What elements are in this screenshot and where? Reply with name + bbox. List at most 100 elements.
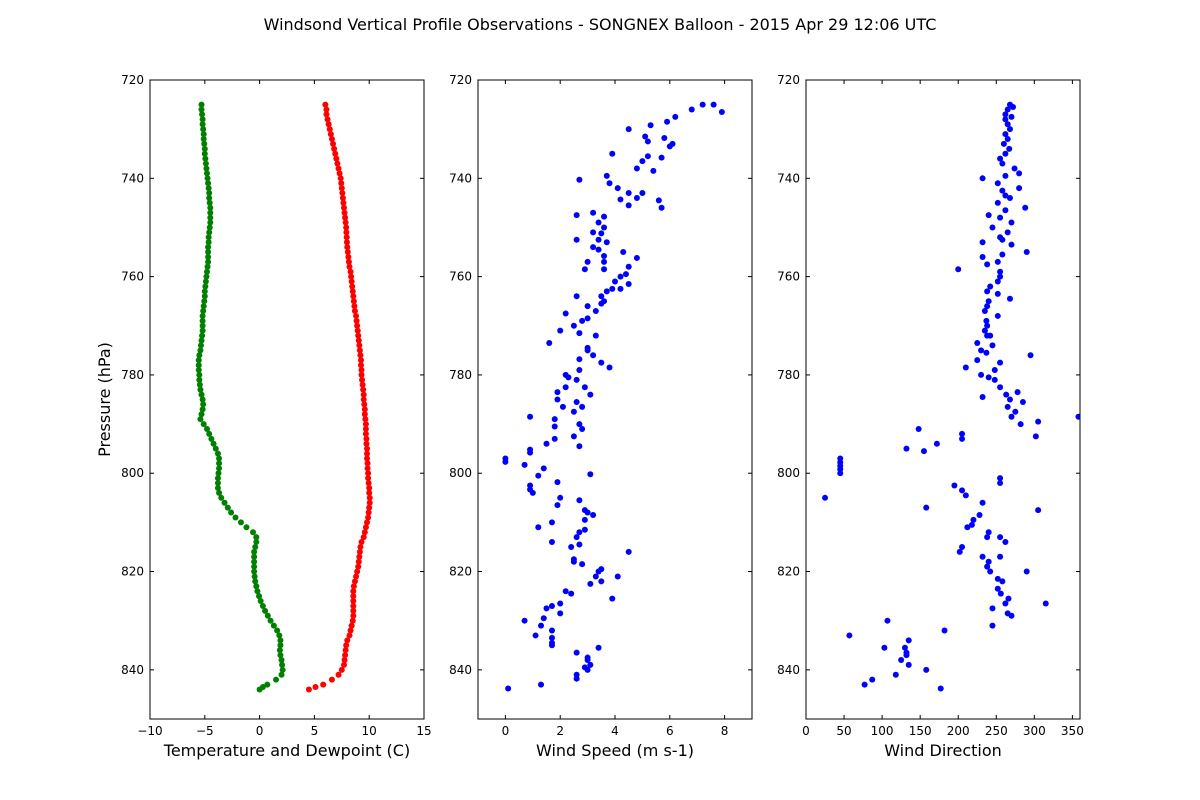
data-point [355,563,362,570]
series-0 [502,101,725,692]
data-point [253,583,260,590]
data-point [617,285,624,292]
data-point [565,374,572,381]
y-tick-label: 780 [777,368,800,382]
data-point [584,509,591,516]
data-point [606,364,613,371]
data-point [354,568,361,575]
data-point [1006,396,1013,403]
data-point [576,330,583,337]
data-point [199,406,206,413]
y-tick-label: 740 [777,171,800,185]
data-point [609,285,616,292]
data-point [199,327,206,334]
data-point [251,548,258,555]
data-point [603,239,610,246]
data-point [1004,403,1011,410]
data-point [1002,150,1009,157]
data-point [354,322,361,329]
data-point [326,126,333,133]
data-point [253,539,260,546]
data-point [1008,413,1015,420]
data-point [201,145,208,152]
data-point [576,176,583,183]
data-point [200,303,207,310]
data-point [366,504,373,511]
data-point [342,214,349,221]
data-point [344,249,351,256]
data-point [353,317,360,324]
data-point [603,172,610,179]
data-point [576,443,583,450]
data-point [196,376,203,383]
data-point [933,440,940,447]
data-point [989,342,996,349]
data-point [207,214,214,221]
data-point [199,312,206,319]
data-point [573,398,580,405]
x-tick-label: −5 [196,724,214,738]
data-point [603,288,610,295]
data-point [590,209,597,216]
y-tick-label: 760 [121,270,144,284]
data-point [923,504,930,511]
data-point [364,455,371,462]
data-point [978,347,985,354]
data-point [598,230,605,237]
data-point [200,131,207,138]
data-point [357,543,364,550]
data-point [1005,595,1012,602]
data-point [251,573,258,580]
data-point [257,598,264,605]
data-point [570,408,577,415]
data-point [215,470,222,477]
data-point [355,332,362,339]
data-point [342,219,349,226]
data-point [614,573,621,580]
data-point [994,290,1001,297]
data-point [342,652,349,659]
data-point [590,512,597,519]
y-tick-label: 820 [121,565,144,579]
data-point [994,575,1001,582]
data-point [617,273,624,280]
data-point [587,391,594,398]
data-point [204,175,211,182]
data-point [205,249,212,256]
data-point [360,391,367,398]
data-point [362,425,369,432]
data-point [540,465,547,472]
data-point [346,263,353,270]
data-point [202,283,209,290]
data-point [1004,106,1011,113]
axes-frame [805,79,1081,720]
x-axis-label: Wind Speed (m s-1) [536,741,694,760]
data-point [983,349,990,356]
data-point [264,612,271,619]
data-point [625,548,632,555]
data-point [979,253,986,260]
data-point [590,352,597,359]
data-point [348,622,355,629]
data-point [1016,185,1023,192]
data-point [206,430,213,437]
data-point [1014,389,1021,396]
data-point [664,118,671,125]
data-point [353,312,360,319]
x-tick-label: 100 [871,724,894,738]
data-point [1008,219,1015,226]
data-point [323,111,330,118]
data-point [195,357,202,364]
data-point [214,484,221,491]
data-point [532,632,539,639]
figure-title: Windsond Vertical Profile Observations -… [264,15,937,34]
data-point [1002,192,1009,199]
data-point [959,435,966,442]
y-tick-label: 820 [449,565,472,579]
data-point [548,627,555,634]
x-tick-label: 300 [1023,724,1046,738]
data-point [658,154,665,161]
data-point [584,347,591,354]
data-point [361,401,368,408]
